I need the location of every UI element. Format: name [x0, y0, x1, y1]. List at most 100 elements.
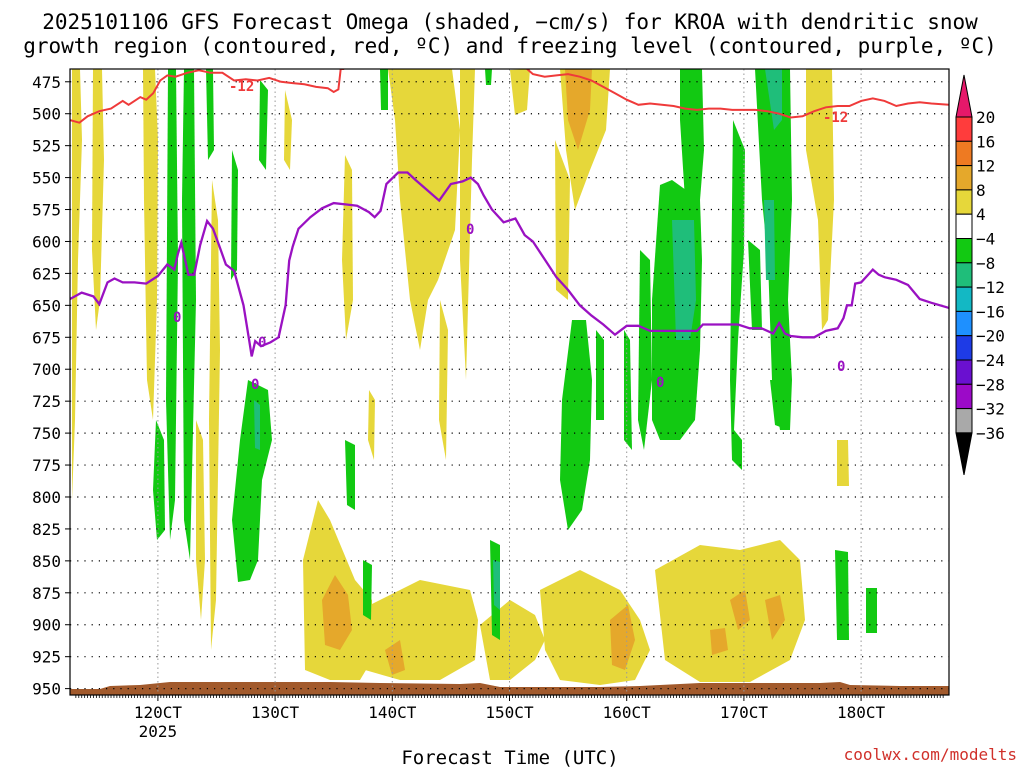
- day-gridlines: [157, 69, 862, 695]
- y-tick-label: 725: [32, 392, 61, 411]
- omega-patch: [345, 440, 355, 510]
- y-tick-label: 700: [32, 360, 61, 379]
- omega-patch: [380, 69, 388, 110]
- pressure-gridlines: [70, 81, 949, 690]
- omega-patch: [439, 300, 448, 460]
- omega-patch: [770, 380, 790, 430]
- frz-label-6: 0: [837, 359, 845, 375]
- frz-label-2: 0: [258, 335, 266, 351]
- colorbar-label: −16: [976, 302, 1005, 321]
- omega-patch: [710, 628, 728, 655]
- omega-patch: [72, 69, 82, 500]
- omega-patch: [610, 605, 635, 670]
- colorbar-swatch: [955, 335, 973, 361]
- omega-patch: [485, 69, 492, 85]
- colorbar-swatch: [955, 140, 973, 167]
- omega-patch: [806, 69, 834, 330]
- frz-label-1: 0: [173, 310, 181, 326]
- colorbar-bottom-arrow: [955, 432, 973, 475]
- x-tick-label: 130CT: [251, 703, 300, 722]
- frz-label-5: 0: [656, 375, 664, 391]
- omega-patch: [385, 640, 405, 675]
- colorbar-swatch: [955, 165, 973, 191]
- y-tick-label: 950: [32, 680, 61, 699]
- omega-shading-negative-8: [254, 69, 782, 610]
- omega-patch: [510, 69, 530, 115]
- omega-patch: [259, 80, 268, 170]
- omega-patch: [764, 200, 775, 280]
- chart-title-line-2: growth region (contoured, red, ºC) and f…: [23, 34, 997, 58]
- omega-patch: [624, 330, 632, 450]
- omega-patch: [92, 69, 104, 330]
- colorbar-swatch: [955, 286, 973, 312]
- omega-patch: [555, 140, 570, 300]
- colorbar-swatch: [955, 238, 973, 264]
- y-tick-label: 475: [32, 73, 61, 92]
- colorbar-label: −20: [976, 327, 1005, 346]
- omega-patch: [596, 330, 604, 420]
- colorbar-swatch: [955, 408, 973, 434]
- colorbar-label: −28: [976, 375, 1005, 394]
- colorbar-swatch: [955, 383, 973, 410]
- colorbar-swatch: [955, 213, 973, 239]
- colorbar-swatch: [955, 116, 973, 142]
- omega-patch: [493, 560, 500, 610]
- x-tick-label: 180CT: [837, 703, 886, 722]
- colorbar-swatch: [955, 310, 973, 337]
- omega-patch: [837, 440, 849, 486]
- omega-patch: [196, 420, 205, 620]
- colorbar-label: −36: [976, 424, 1005, 443]
- y-tick-label: 675: [32, 328, 61, 347]
- colorbar-top-arrow: [955, 74, 973, 118]
- y-tick-label: 500: [32, 105, 61, 124]
- colorbar-label: −32: [976, 400, 1005, 419]
- omega-patch: [166, 69, 178, 540]
- omega-patch: [765, 595, 785, 640]
- omega-shading-positive-8: [322, 69, 785, 675]
- y-tick-label: 600: [32, 232, 61, 251]
- colorbar: 20 16 12 8 4 −4 −8 −12 −16 −20 −24 −28 −32 −36: [955, 74, 1005, 475]
- dgz-minus12-contour-east: [526, 69, 949, 119]
- x-tick-label: 120CT: [134, 703, 183, 722]
- y-tick-label: 625: [32, 264, 61, 283]
- chart-title-line-1: 2025101106 GFS Forecast Omega (shaded, −…: [42, 10, 978, 34]
- omega-patch: [232, 380, 272, 582]
- colorbar-swatch: [955, 359, 973, 385]
- omega-patch: [284, 90, 292, 170]
- colorbar-label: 8: [976, 181, 986, 200]
- x-tick-label: 140CT: [368, 703, 417, 722]
- colorbar-label: −8: [976, 254, 995, 273]
- omega-patch: [560, 320, 592, 530]
- y-tick-label: 525: [32, 137, 61, 156]
- omega-patch: [342, 155, 353, 340]
- omega-patch: [153, 420, 165, 540]
- y-tick-label: 850: [32, 552, 61, 571]
- omega-patch: [672, 220, 696, 340]
- y-tick-label: 750: [32, 424, 61, 443]
- omega-patch: [680, 69, 704, 200]
- omega-patch: [835, 550, 849, 640]
- freezing-level-contour: [70, 171, 949, 357]
- contour-lines: [70, 69, 949, 357]
- colorbar-label: 20: [976, 108, 995, 127]
- colorbar-label: 16: [976, 132, 995, 151]
- frz-label-3: 0: [251, 377, 259, 393]
- omega-patch: [730, 590, 750, 630]
- colorbar-swatch: [955, 262, 973, 288]
- y-tick-label: 800: [32, 488, 61, 507]
- y-tick-label: 650: [32, 296, 61, 315]
- omega-patch: [209, 180, 220, 650]
- x-tick-label: 150CT: [485, 703, 534, 722]
- omega-patch: [143, 69, 158, 420]
- y-tick-label: 925: [32, 648, 61, 667]
- y-tick-label: 550: [32, 169, 61, 188]
- y-tick-label: 875: [32, 584, 61, 603]
- frz-label-4: 0: [466, 222, 474, 238]
- dgz-label-east: -12: [823, 110, 848, 126]
- x-axis-label: Forecast Time (UTC): [401, 747, 618, 768]
- omega-patch: [388, 69, 460, 350]
- y-tick-label: 775: [32, 456, 61, 475]
- omega-patch: [748, 240, 762, 330]
- x-tick-label: 160CT: [603, 703, 652, 722]
- omega-shading: [72, 69, 877, 685]
